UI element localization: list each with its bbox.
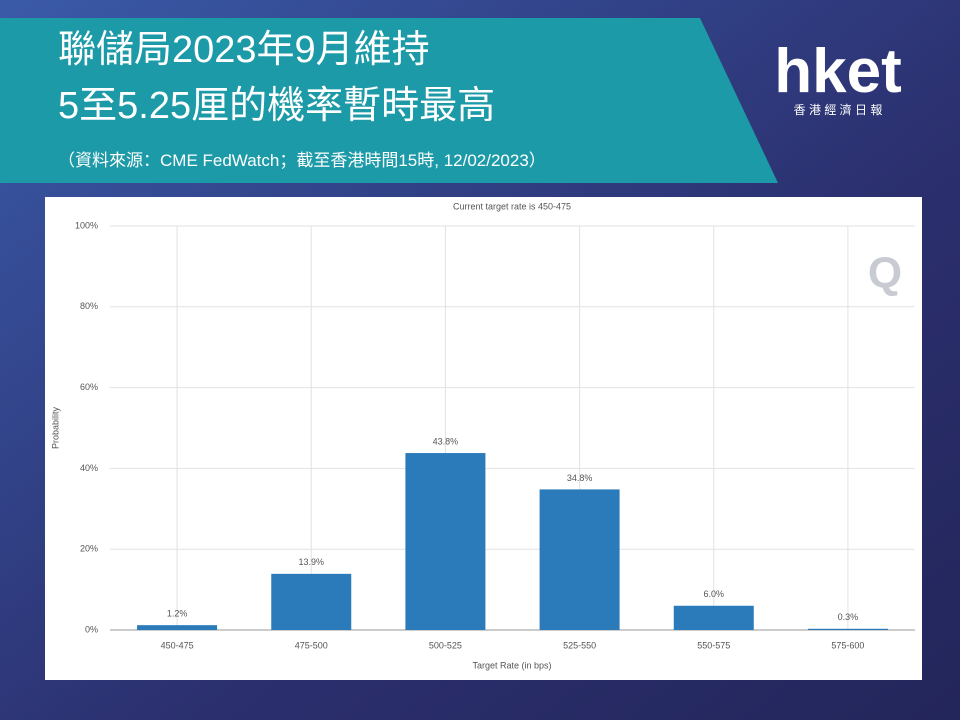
x-tick-label: 550-575 (697, 640, 730, 650)
data-label: 43.8% (433, 436, 459, 446)
y-tick-label: 100% (75, 220, 98, 230)
y-tick-label: 60% (80, 382, 98, 392)
bar (405, 453, 486, 630)
bar (271, 573, 352, 630)
y-tick-label: 20% (80, 544, 98, 554)
data-label: 6.0% (703, 589, 724, 599)
x-tick-label: 500-525 (429, 640, 462, 650)
logo: hket (774, 37, 901, 106)
chart: Current target rate is 450-475 Q Target … (50, 201, 915, 670)
bar (539, 489, 620, 630)
header-banner (0, 18, 778, 183)
bar (807, 628, 888, 630)
bar (137, 625, 218, 630)
watermark: Q (868, 249, 902, 298)
data-label: 0.3% (838, 612, 859, 622)
x-tick-label: 525-550 (563, 640, 596, 650)
logo-subtitle: 香 港 經 濟 日 報 (794, 102, 883, 117)
x-tick-label: 575-600 (831, 640, 864, 650)
y-axis-label: Probability (50, 406, 60, 449)
y-tick-label: 0% (85, 624, 98, 634)
data-label: 34.8% (567, 473, 593, 483)
y-tick-label: 40% (80, 463, 98, 473)
y-tick-label: 80% (80, 301, 98, 311)
data-label: 1.2% (167, 609, 188, 619)
title-line: 聯儲局2023年9月維持 (58, 29, 430, 71)
x-axis-label: Target Rate (in bps) (472, 660, 551, 670)
chart-title: Current target rate is 450-475 (453, 201, 571, 211)
data-label: 13.9% (298, 557, 324, 567)
x-tick-label: 450-475 (161, 640, 194, 650)
subtitle: （資料來源：CME FedWatch；截至香港時間15時, 12/02/2023… (58, 151, 546, 170)
bar (673, 605, 754, 630)
x-tick-label: 475-500 (295, 640, 328, 650)
title-line: 5至5.25厘的機率暫時最高 (58, 85, 495, 127)
